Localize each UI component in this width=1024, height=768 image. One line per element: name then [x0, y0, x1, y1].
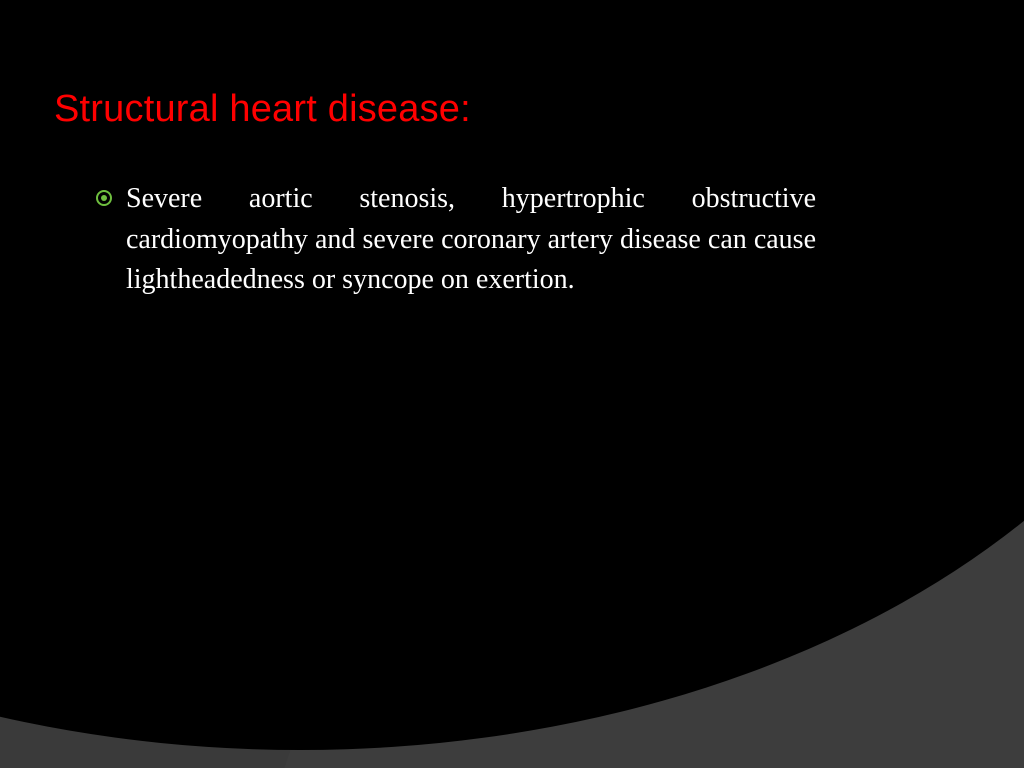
slide-content: Structural heart disease: Severe aortic … [0, 0, 1024, 768]
bullet-item: Severe aortic stenosis, hypertrophic obs… [96, 179, 816, 301]
circled-dot-icon [96, 190, 112, 206]
bullet-text: Severe aortic stenosis, hypertrophic obs… [126, 179, 816, 301]
slide-title: Structural heart disease: [54, 88, 970, 131]
